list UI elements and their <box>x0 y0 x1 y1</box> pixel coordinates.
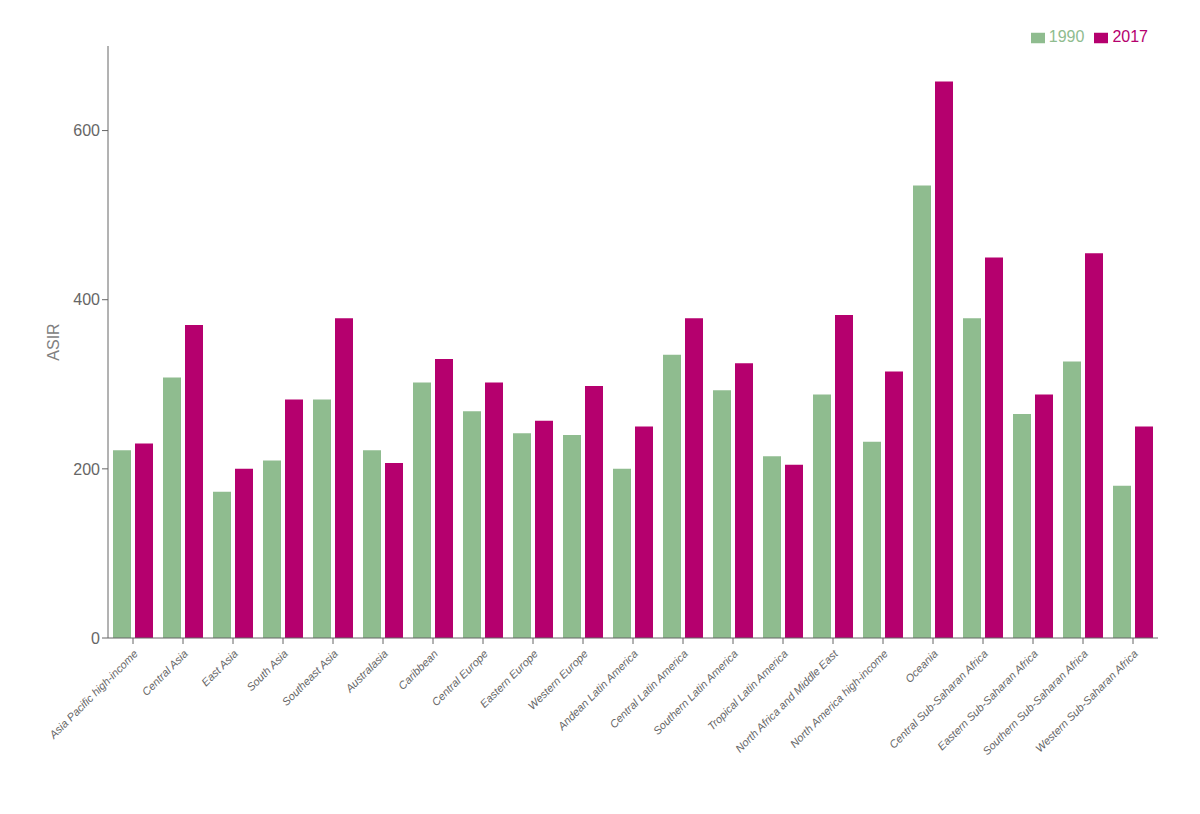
svg-text:Southern Sub-Saharan Africa: Southern Sub-Saharan Africa <box>980 647 1090 757</box>
svg-text:Australasia: Australasia <box>342 647 390 695</box>
html-text:1990: 1990 <box>1048 28 1085 45</box>
svg-text:South Asia: South Asia <box>244 647 290 693</box>
svg-text:400: 400 <box>73 291 100 308</box>
svg-text:Western Sub-Saharan Africa: Western Sub-Saharan Africa <box>1033 647 1140 754</box>
svg-text:Central Asia: Central Asia <box>140 647 191 698</box>
svg-text:Western Europe: Western Europe <box>525 647 591 712</box>
svg-text:Asia Pacific high-income: Asia Pacific high-income <box>46 647 140 741</box>
svg-text:Central Europe: Central Europe <box>429 647 491 709</box>
svg-text:Central Latin America: Central Latin America <box>607 647 691 731</box>
svg-text:ASIR: ASIR <box>45 323 62 360</box>
svg-text:Central Sub-Saharan Africa: Central Sub-Saharan Africa <box>887 647 990 750</box>
svg-text:0: 0 <box>91 630 100 647</box>
svg-text:200: 200 <box>73 461 100 478</box>
html-text:2017: 2017 <box>1112 28 1148 45</box>
svg-text:Eastern Sub-Saharan Africa: Eastern Sub-Saharan Africa <box>935 647 1040 752</box>
svg-text:600: 600 <box>73 122 100 139</box>
svg-text:Southern Latin America: Southern Latin America <box>651 647 740 736</box>
svg-text:Caribbean: Caribbean <box>396 647 440 691</box>
svg-text:Tropical Latin America: Tropical Latin America <box>705 647 790 732</box>
svg-text:Southeast Asia: Southeast Asia <box>280 647 341 708</box>
svg-text:East Asia: East Asia <box>199 647 240 688</box>
svg-text:North America high-income: North America high-income <box>788 647 890 749</box>
svg-text:Oceania: Oceania <box>903 647 940 684</box>
svg-text:Eastern Europe: Eastern Europe <box>477 647 541 710</box>
svg-text:North Africa and Middle East: North Africa and Middle East <box>733 647 841 755</box>
svg-text:Andean Latin America: Andean Latin America <box>555 647 640 732</box>
